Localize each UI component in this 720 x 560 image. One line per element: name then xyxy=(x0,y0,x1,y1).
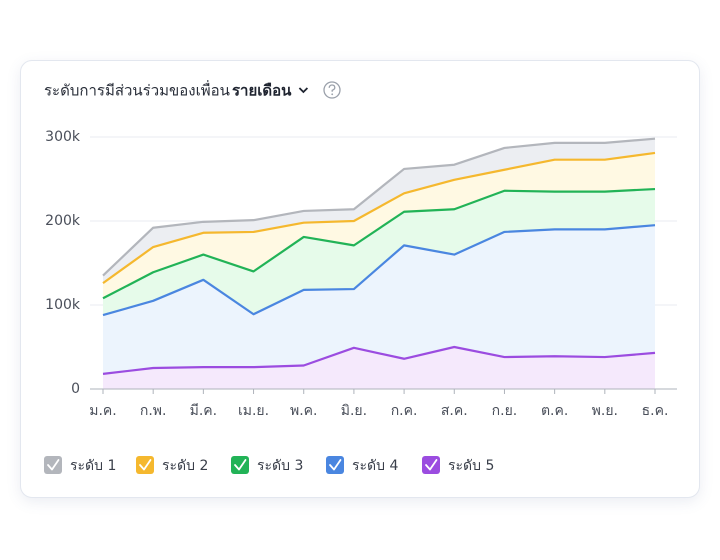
check-icon[interactable] xyxy=(234,459,247,471)
line xyxy=(102,187,656,300)
legend-label[interactable]: ระดับ 2 xyxy=(162,458,208,474)
y-tick-label: 100k xyxy=(45,297,81,313)
x-tick-label: ธ.ค. xyxy=(642,403,669,419)
x-tick-label: ต.ค. xyxy=(541,403,568,419)
check-icon[interactable] xyxy=(139,459,152,471)
legend-item[interactable]: ระดับ 3 xyxy=(231,456,303,474)
chart-title: ระดับการมีส่วนร่วมของเพื่อน xyxy=(44,80,230,100)
help-dot[interactable] xyxy=(331,93,334,96)
legend-item[interactable]: ระดับ 1 xyxy=(44,456,116,474)
legend-item[interactable]: ระดับ 4 xyxy=(326,456,398,474)
x-tick-label: พ.ย. xyxy=(592,403,618,419)
area xyxy=(103,138,655,284)
x-tick-label: พ.ค. xyxy=(290,403,318,419)
check-icon[interactable] xyxy=(47,459,60,471)
y-tick-label: 300k xyxy=(45,129,81,145)
y-tick-label: 0 xyxy=(71,381,80,397)
line xyxy=(102,224,656,317)
check-icon[interactable] xyxy=(425,459,438,471)
legend-item[interactable]: ระดับ 5 xyxy=(422,456,494,474)
help-circle[interactable] xyxy=(323,81,341,99)
x-tick-label: ม.ค. xyxy=(89,403,117,419)
lines xyxy=(102,137,656,375)
x-tick-label: เม.ย. xyxy=(238,403,269,419)
line xyxy=(102,345,656,375)
x-tick-label: มี.ค. xyxy=(190,403,218,419)
period-label[interactable]: รายเดือน xyxy=(232,82,292,100)
legend-label[interactable]: ระดับ 4 xyxy=(352,458,398,474)
y-tick-label: 200k xyxy=(45,213,81,229)
areas xyxy=(103,138,655,389)
legend-checkbox[interactable] xyxy=(422,456,440,474)
help-icon[interactable] xyxy=(323,81,341,99)
chevron-icon[interactable] xyxy=(298,87,309,94)
x-tick-label: ก.ย. xyxy=(492,403,518,419)
x-tick-label: ก.พ. xyxy=(140,403,167,419)
legend-item[interactable]: ระดับ 2 xyxy=(136,456,208,474)
legend-checkbox[interactable] xyxy=(136,456,154,474)
x-tick-label: ส.ค. xyxy=(441,403,468,419)
legend-checkbox[interactable] xyxy=(326,456,344,474)
period-dropdown[interactable]: รายเดือน xyxy=(232,82,309,100)
x-tick-label: ก.ค. xyxy=(391,403,418,419)
area xyxy=(103,189,655,316)
line xyxy=(102,137,656,277)
line xyxy=(102,151,656,285)
legend-checkbox[interactable] xyxy=(44,456,62,474)
check-icon[interactable] xyxy=(329,459,342,471)
help-mark[interactable] xyxy=(328,84,336,92)
area xyxy=(103,152,655,299)
legend-checkbox[interactable] xyxy=(231,456,249,474)
legend-label[interactable]: ระดับ 1 xyxy=(70,458,116,474)
legend-label[interactable]: ระดับ 5 xyxy=(448,458,494,474)
area xyxy=(103,225,655,374)
x-tick-label: มิ.ย. xyxy=(341,403,367,419)
legend-label[interactable]: ระดับ 3 xyxy=(257,458,303,474)
